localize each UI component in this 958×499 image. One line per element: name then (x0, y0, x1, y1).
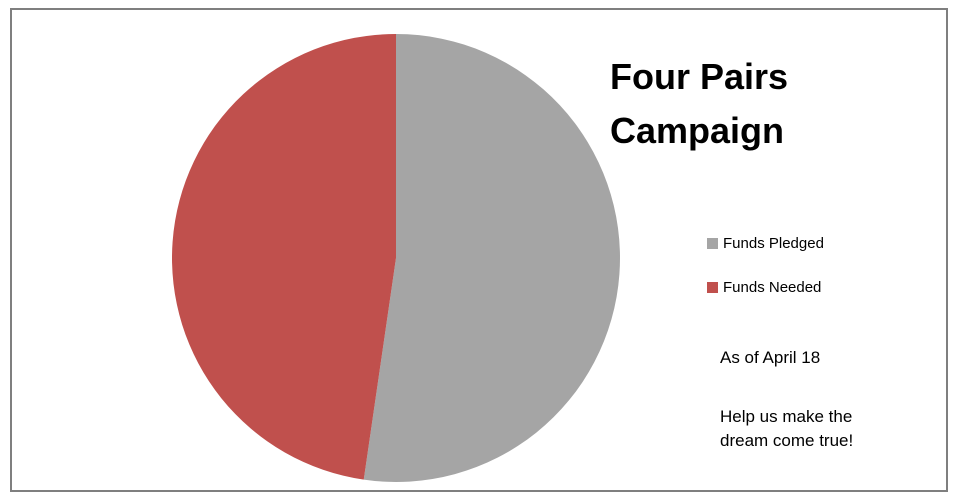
legend-label-funds-pledged: Funds Pledged (723, 234, 824, 252)
chart-frame: Four Pairs Campaign Funds Pledged Funds … (10, 8, 948, 492)
pie-slice-funds-pledged (363, 34, 621, 482)
legend-label-funds-needed: Funds Needed (723, 278, 822, 296)
chart-title-line-1: Four Pairs (610, 56, 789, 97)
legend-item-funds-needed: Funds Needed (707, 276, 824, 298)
legend-swatch-funds-pledged (707, 237, 718, 249)
help-message-text: Help us make the dream come true! (720, 405, 853, 453)
legend-swatch-funds-needed (707, 281, 718, 293)
help-message-line-1: Help us make the (720, 407, 853, 426)
legend-item-funds-pledged: Funds Pledged (707, 232, 824, 254)
help-message-line-2: dream come true! (720, 431, 854, 450)
chart-title-line-2: Campaign (610, 110, 785, 151)
pie-slice-funds-needed (172, 34, 396, 480)
pie-chart (172, 34, 621, 482)
pie-slices (172, 34, 621, 482)
legend: Funds Pledged Funds Needed (707, 232, 824, 320)
chart-title: Four Pairs Campaign (610, 50, 788, 158)
as-of-date-text: As of April 18 (720, 348, 821, 367)
